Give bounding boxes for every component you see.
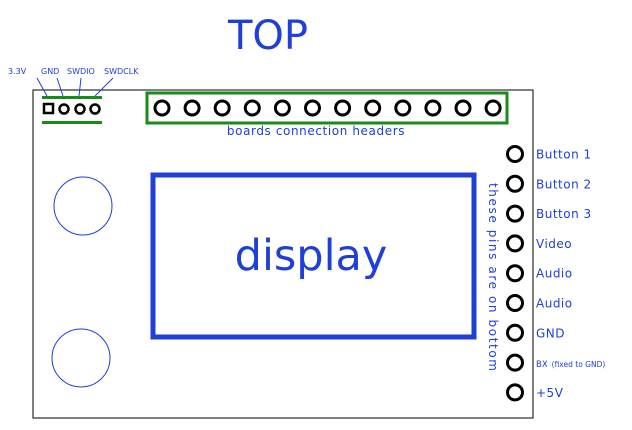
side-pin-label: BX (fixed to GND) (536, 360, 605, 370)
side-pin-label: Audio (536, 297, 573, 311)
header-pin (183, 99, 201, 117)
header-pin (243, 99, 261, 117)
header-pin (304, 99, 321, 117)
debug-pin (74, 103, 86, 115)
side-pin (506, 234, 524, 253)
side-pin-label: +5V (536, 386, 564, 400)
debug-pin-square (42, 102, 55, 115)
side-pin-label: Video (536, 237, 572, 251)
debug-label-gnd: GND (41, 67, 59, 76)
debug-label-swdclk: SWDCLK (104, 67, 139, 76)
header-pin (394, 99, 412, 117)
side-pin (506, 353, 524, 372)
connection-header-outline (145, 91, 509, 125)
connection-header (145, 91, 509, 125)
side-pin (506, 264, 524, 283)
debug-pin (58, 103, 70, 115)
header-pin (334, 99, 352, 117)
bottom-pins-note: these pins are on bottom (486, 183, 500, 373)
debug-leader-lines (36, 77, 114, 97)
side-pin-label: GND (536, 326, 565, 340)
header-pin (153, 99, 171, 117)
debug-label-swdio: SWDIO (67, 67, 95, 76)
diagram-title: TOP (227, 13, 308, 59)
header-pin (424, 99, 442, 117)
side-pin (506, 383, 524, 402)
debug-header (42, 96, 102, 124)
side-pin (506, 174, 524, 193)
side-pin (506, 294, 524, 312)
display-outline (150, 172, 477, 340)
side-pin (506, 323, 524, 342)
header-pin (273, 99, 291, 117)
debug-header-labels: 3.3V GND SWDIO SWDCLK (8, 67, 139, 76)
display-label: display (235, 231, 388, 281)
side-pin (506, 204, 524, 223)
side-pin-group: Button 1 Button 2 Button 3 Video Audio Audio G… (506, 145, 605, 402)
side-pin-note: (fixed to GND) (552, 360, 606, 369)
debug-pin (89, 103, 101, 115)
debug-label-3v3: 3.3V (8, 67, 27, 76)
board-outline (32, 89, 534, 419)
side-pin-label: Audio (536, 267, 573, 281)
side-pin (506, 145, 524, 163)
side-pin-label: Button 2 (536, 177, 592, 191)
connection-header-caption: boards connection headers (227, 124, 405, 138)
header-pin (364, 99, 382, 117)
side-pin-label: Button 3 (536, 207, 592, 221)
mounting-hole-top (53, 176, 113, 236)
header-pin (454, 99, 472, 117)
side-pin-label: Button 1 (536, 148, 592, 162)
header-pin (484, 99, 502, 117)
mounting-hole-bottom (51, 328, 111, 388)
header-pin (213, 99, 231, 117)
